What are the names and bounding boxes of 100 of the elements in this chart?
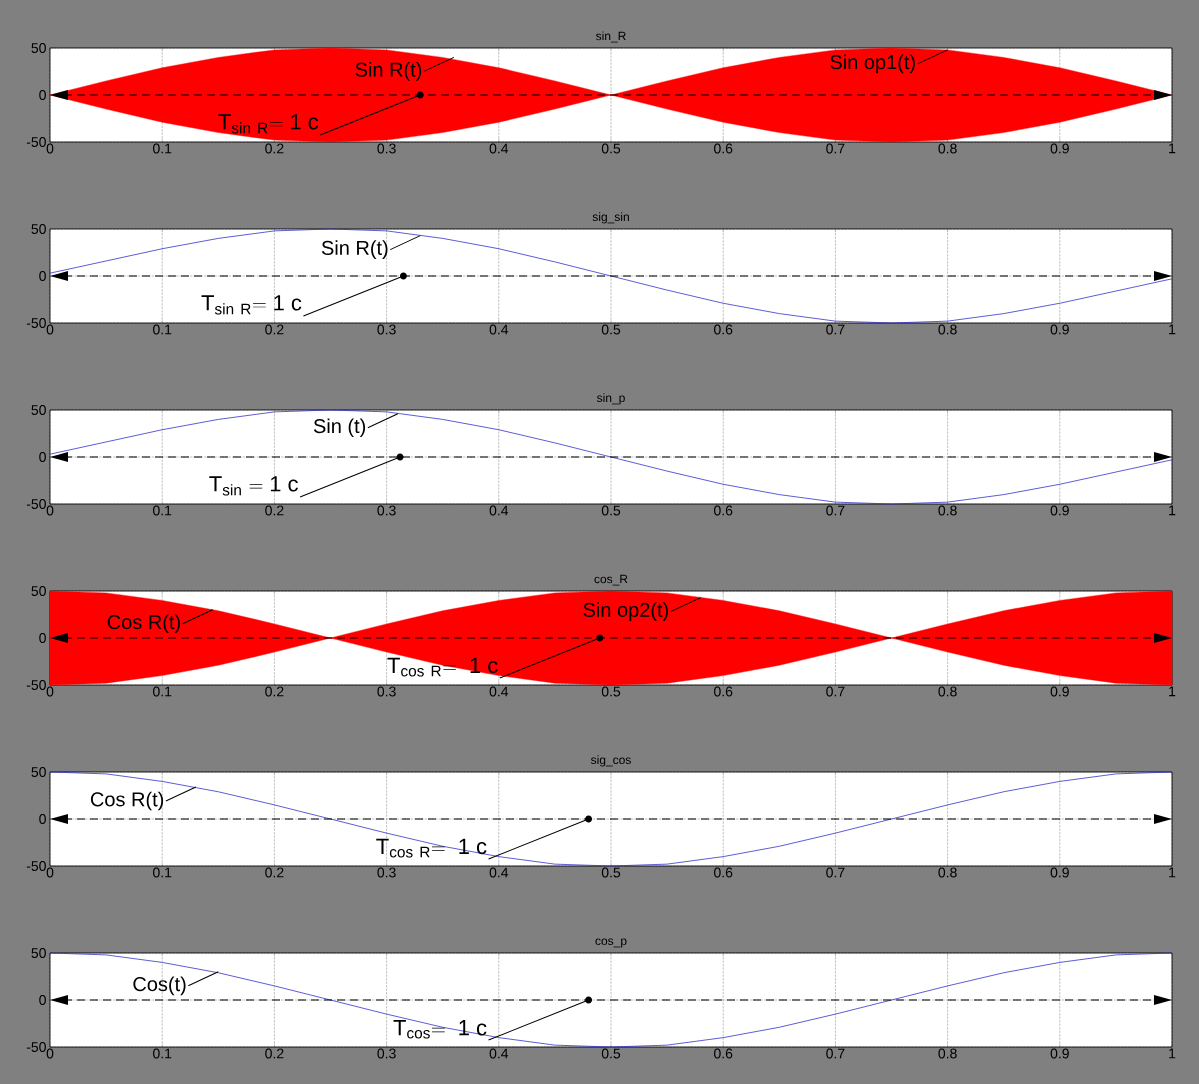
line-series: [49, 771, 1173, 867]
chart-title: sig_sin: [592, 212, 629, 224]
chart-title: sin_p: [596, 393, 625, 405]
x-tick-label: 0.4: [489, 143, 509, 154]
x-tick-label: 0.3: [377, 143, 396, 154]
chart-title: sig_cos: [590, 755, 631, 767]
x-tick-label: 0.5: [601, 143, 621, 154]
x-tick-label: 0.1: [153, 505, 172, 516]
y-tick-label: -50: [26, 861, 46, 871]
y-tick-label: 0: [39, 271, 46, 281]
x-tick-label: 0: [46, 1048, 54, 1059]
y-tick-label: 0: [39, 995, 46, 1005]
x-tick-label: 0.2: [265, 324, 284, 335]
x-tick-label: 0.1: [153, 1048, 172, 1059]
y-tick-label: 50: [31, 767, 46, 777]
x-tick-label: 0.8: [938, 505, 957, 516]
x-tick-label: 0.4: [489, 505, 509, 516]
x-tick-label: 1: [1169, 143, 1176, 154]
y-tick-label: 50: [31, 43, 46, 53]
x-tick-label: 0.1: [153, 143, 172, 154]
x-tick-label: 0.9: [1050, 867, 1069, 878]
y-tick-label: 50: [31, 224, 46, 234]
x-tick-label: 0.9: [1050, 505, 1069, 516]
x-tick-label: 0.8: [938, 143, 957, 154]
annotation: Sin R(t): [355, 62, 422, 81]
annotation: Sin op2(t): [583, 602, 668, 621]
x-tick-label: 0.6: [714, 324, 733, 335]
annotation: $\mathrm{T}_{\mathrm{sin\ R}}\mathrm{=1\ c}$: [201, 295, 302, 315]
y-tick-label: 0: [39, 452, 46, 462]
x-tick-label: 0.4: [489, 867, 509, 878]
annotation: $\mathrm{T}_{\mathrm{sin}}\mathrm{\ =1\ c}$: [209, 476, 298, 496]
x-tick-label: 0.5: [601, 1048, 621, 1059]
x-tick-label: 0: [46, 505, 54, 516]
x-tick-label: 0.8: [938, 686, 957, 697]
x-tick-label: 0.9: [1050, 1048, 1069, 1059]
x-tick-label: 0: [46, 324, 54, 335]
y-tick-label: -50: [26, 137, 46, 147]
y-tick-label: 0: [39, 90, 46, 100]
x-tick-label: 0.1: [153, 686, 172, 697]
x-tick-label: 0.6: [714, 686, 733, 697]
annotation: Cos R(t): [90, 791, 164, 811]
y-tick-label: -50: [26, 499, 46, 509]
x-tick-label: 0.7: [826, 143, 845, 154]
x-tick-label: 0.3: [377, 867, 396, 878]
x-tick-label: 0.8: [938, 1048, 957, 1059]
x-tick-label: 0.2: [265, 867, 284, 878]
x-tick-label: 0.3: [377, 686, 396, 697]
x-tick-label: 1: [1169, 686, 1176, 697]
x-tick-label: 1: [1169, 1048, 1176, 1059]
x-tick-label: 0.4: [489, 686, 509, 697]
x-tick-label: 0.4: [489, 324, 509, 335]
chart-title: cos_R: [594, 574, 628, 586]
x-tick-label: 0.5: [601, 867, 621, 878]
x-tick-label: 0.9: [1050, 143, 1069, 154]
y-tick-label: -50: [26, 1042, 46, 1052]
y-tick-label: -50: [26, 318, 46, 328]
x-tick-label: 0.8: [938, 867, 957, 878]
x-tick-label: 0.1: [153, 867, 172, 878]
x-tick-label: 0.6: [714, 1048, 733, 1059]
chart-title: sin_R: [595, 31, 626, 43]
x-tick-label: 0.3: [377, 505, 396, 516]
y-tick-label: 50: [31, 948, 46, 958]
line-series: [49, 409, 1173, 505]
y-tick-label: 0: [39, 814, 46, 824]
annotation: Cos(t): [133, 976, 186, 996]
x-tick-label: 1: [1169, 505, 1176, 516]
x-tick-label: 0: [46, 143, 54, 154]
x-tick-label: 0.6: [714, 143, 733, 154]
x-tick-label: 0.2: [265, 686, 284, 697]
x-tick-label: 1: [1169, 867, 1176, 878]
annotation: Sin (t): [313, 418, 366, 438]
annotation: Sin R(t): [321, 240, 388, 259]
x-tick-label: 0.7: [826, 324, 845, 335]
x-tick-label: 1: [1169, 324, 1176, 335]
x-tick-label: 0.9: [1050, 686, 1069, 697]
x-tick-label: 0.1: [153, 324, 172, 335]
y-tick-label: 50: [31, 405, 46, 415]
x-tick-label: 0.7: [826, 867, 845, 878]
x-tick-label: 0.3: [377, 1048, 396, 1059]
x-tick-label: 0.5: [601, 686, 621, 697]
x-tick-label: 0: [46, 686, 54, 697]
y-tick-label: -50: [26, 680, 46, 690]
annotation: Sin op1(t): [830, 54, 915, 74]
x-tick-label: 0.6: [714, 867, 733, 878]
x-tick-label: 0.2: [265, 505, 284, 516]
x-tick-label: 0.3: [377, 324, 396, 335]
x-tick-label: 0.5: [601, 505, 621, 516]
x-tick-label: 0.2: [265, 1048, 284, 1059]
y-tick-label: 50: [31, 586, 46, 596]
x-tick-label: 0.9: [1050, 324, 1069, 335]
annotation: Cos R(t): [107, 614, 180, 634]
x-tick-label: 0.4: [489, 1048, 509, 1059]
annotation: $\mathrm{T}_{\mathrm{sin\ R}}\mathrm{=1\ c}$: [218, 114, 319, 134]
x-tick-label: 0: [46, 867, 54, 878]
x-tick-label: 0.7: [826, 686, 845, 697]
chart-title: cos_p: [595, 938, 627, 948]
x-tick-label: 0.8: [938, 324, 957, 335]
x-tick-label: 0.7: [826, 1048, 845, 1059]
x-tick-label: 0.6: [714, 505, 733, 516]
x-tick-label: 0.2: [265, 143, 284, 154]
